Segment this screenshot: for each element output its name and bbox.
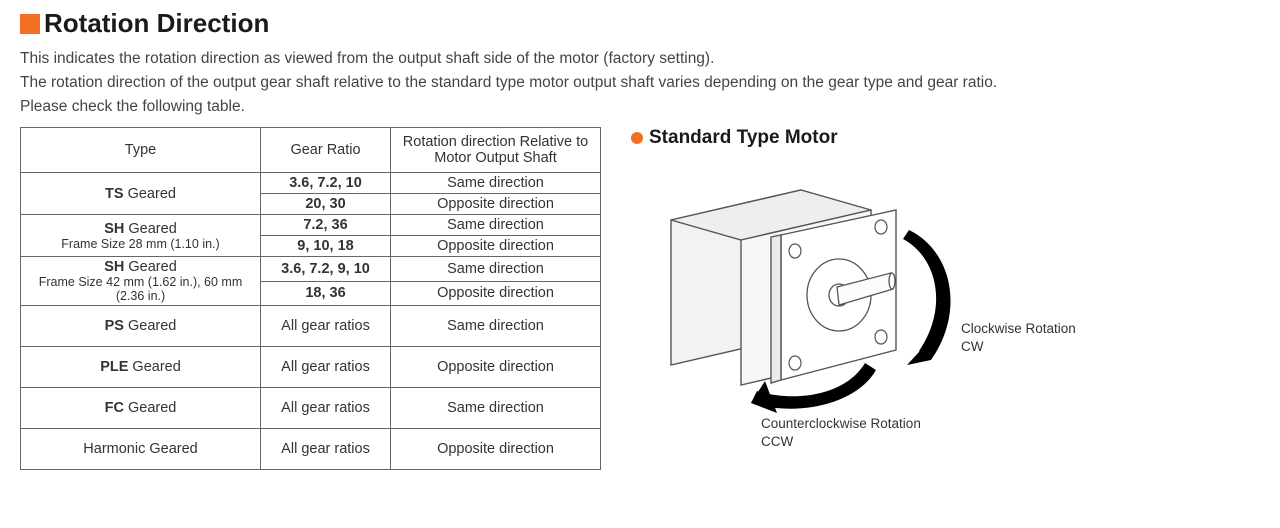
cell-type: Harmonic Geared [21,429,261,470]
cell-ratio: 9, 10, 18 [261,236,391,257]
cell-ratio: 3.6, 7.2, 9, 10 [261,257,391,282]
table-row: Harmonic GearedAll gear ratiosOpposite d… [21,429,601,470]
label-cw: Clockwise Rotation CW [961,320,1076,355]
cell-direction: Same direction [391,215,601,236]
cell-direction: Opposite direction [391,281,601,306]
cell-ratio: All gear ratios [261,429,391,470]
cell-ratio: 3.6, 7.2, 10 [261,173,391,194]
cell-direction: Opposite direction [391,194,601,215]
cell-direction: Opposite direction [391,347,601,388]
cell-type: SH GearedFrame Size 42 mm (1.62 in.), 60… [21,257,261,306]
cell-direction: Same direction [391,257,601,282]
table-body: TS Geared3.6, 7.2, 10Same direction20, 3… [21,173,601,470]
cell-ratio: 18, 36 [261,281,391,306]
right-pane: Standard Type Motor [631,127,1260,455]
cell-ratio: 20, 30 [261,194,391,215]
table-row: PS GearedAll gear ratiosSame direction [21,306,601,347]
cell-type: PLE Geared [21,347,261,388]
description: This indicates the rotation direction as… [20,47,1260,119]
square-bullet-icon [20,14,40,34]
motor-subheading: Standard Type Motor [631,127,1260,149]
motor-svg-icon [631,155,1111,455]
cell-direction: Same direction [391,306,601,347]
desc-line-2: The rotation direction of the output gea… [20,74,997,91]
cell-ratio: All gear ratios [261,347,391,388]
cell-direction: Same direction [391,388,601,429]
content-row: Type Gear Ratio Rotation direction Relat… [20,127,1260,470]
cell-type: FC Geared [21,388,261,429]
cell-ratio: All gear ratios [261,306,391,347]
cell-type: SH GearedFrame Size 28 mm (1.10 in.) [21,215,261,257]
header-type: Type [21,128,261,173]
label-ccw-line1: Counterclockwise Rotation [761,416,921,431]
cell-type: PS Geared [21,306,261,347]
label-cw-line1: Clockwise Rotation [961,321,1076,336]
cell-direction: Opposite direction [391,429,601,470]
desc-line-3: Please check the following table. [20,98,245,115]
cell-ratio: 7.2, 36 [261,215,391,236]
rotation-table: Type Gear Ratio Rotation direction Relat… [20,127,601,470]
heading-text: Rotation Direction [44,8,269,39]
table-header-row: Type Gear Ratio Rotation direction Relat… [21,128,601,173]
desc-line-1: This indicates the rotation direction as… [20,50,714,67]
subhead-text: Standard Type Motor [649,127,838,149]
table-row: PLE GearedAll gear ratiosOpposite direct… [21,347,601,388]
table-row: TS Geared3.6, 7.2, 10Same direction [21,173,601,194]
table-row: SH GearedFrame Size 28 mm (1.10 in.)7.2,… [21,215,601,236]
cell-type: TS Geared [21,173,261,215]
cell-direction: Opposite direction [391,236,601,257]
label-ccw-line2: CCW [761,434,793,449]
label-ccw: Counterclockwise Rotation CCW [761,415,921,450]
header-ratio: Gear Ratio [261,128,391,173]
circle-bullet-icon [631,132,643,144]
cell-direction: Same direction [391,173,601,194]
section-heading: Rotation Direction [20,8,1260,39]
table-row: FC GearedAll gear ratiosSame direction [21,388,601,429]
motor-diagram: Clockwise Rotation CW Counterclockwise R… [631,155,1111,455]
table-row: SH GearedFrame Size 42 mm (1.62 in.), 60… [21,257,601,282]
header-direction: Rotation direction Relative to Motor Out… [391,128,601,173]
cell-ratio: All gear ratios [261,388,391,429]
label-cw-line2: CW [961,339,984,354]
